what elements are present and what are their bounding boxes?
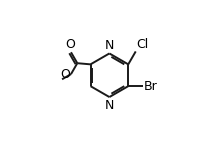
Text: Cl: Cl [136, 38, 149, 51]
Text: N: N [105, 99, 114, 112]
Text: N: N [105, 39, 114, 52]
Text: O: O [65, 38, 75, 51]
Text: Br: Br [144, 80, 158, 93]
Text: O: O [60, 68, 70, 81]
